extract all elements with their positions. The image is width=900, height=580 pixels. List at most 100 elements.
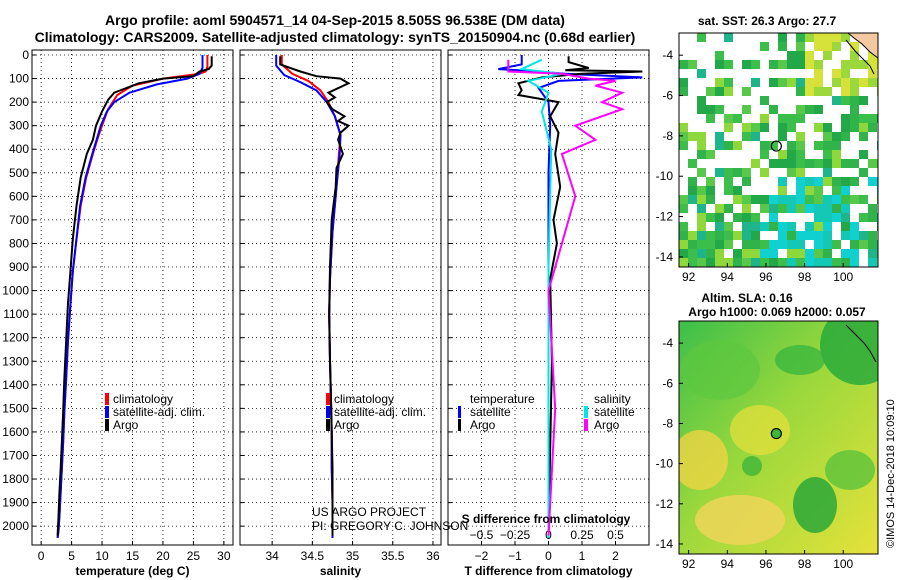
map-y-tick-label: -8 <box>662 416 673 430</box>
sst-pixel <box>742 249 751 258</box>
sst-pixel <box>733 231 742 240</box>
map-y-tick-label: -14 <box>656 250 674 264</box>
x-tick-label: 20 <box>156 549 170 563</box>
sst-pixel <box>859 195 868 204</box>
sst-pixel <box>796 114 805 123</box>
sla-blob <box>742 456 762 476</box>
sst-pixel <box>850 87 859 96</box>
sla-blob <box>775 345 825 375</box>
sst-pixel <box>697 141 706 150</box>
sst-pixel <box>823 132 832 141</box>
sst-pixel <box>769 105 778 114</box>
sla-coast-line <box>845 324 877 363</box>
sst-pixel <box>850 78 859 87</box>
sst-pixel <box>760 141 769 150</box>
sst-pixel <box>778 42 787 51</box>
sst-pixel <box>724 33 733 42</box>
sla-field <box>679 321 878 554</box>
sst-pixel <box>688 177 697 186</box>
sst-pixel <box>715 168 724 177</box>
sst-pixel <box>796 78 805 87</box>
sst-pixel <box>715 78 724 87</box>
sst-pixel <box>760 240 769 249</box>
sst-pixel <box>733 195 742 204</box>
legend-swatch-sal-argo <box>584 419 588 431</box>
sst-pixel <box>751 60 760 69</box>
sst-pixel <box>679 231 688 240</box>
sst-pixel <box>796 87 805 96</box>
sst-pixel <box>679 249 688 258</box>
sst-pixel <box>841 204 850 213</box>
sst-pixel <box>814 249 823 258</box>
sst-pixel <box>859 213 868 222</box>
sst-pixel <box>850 123 859 132</box>
sst-pixel <box>823 33 832 42</box>
copyright-note: ©IMOS 14-Dec-2018 10:09:10 <box>885 399 897 548</box>
sst-pixel <box>706 231 715 240</box>
sst-pixel <box>859 231 868 240</box>
sst-pixel <box>697 249 706 258</box>
sst-pixel <box>859 78 868 87</box>
sst-pixel <box>796 249 805 258</box>
sst-pixel <box>814 78 823 87</box>
y-tick-label: 800 <box>9 236 29 250</box>
header-line-1: Argo profile: aoml 5904571_14 04-Sep-201… <box>105 12 565 28</box>
series-line-argo <box>279 56 351 536</box>
sst-pixel <box>688 186 697 195</box>
sst-pixel <box>742 168 751 177</box>
sst-pixel <box>724 240 733 249</box>
sst-pixel <box>688 240 697 249</box>
sst-pixel <box>832 177 841 186</box>
legend-label-satellite: satellite-adj. clim. <box>113 405 205 419</box>
sst-pixel <box>679 87 688 96</box>
sst-pixel <box>715 141 724 150</box>
legend-label-sal-satellite: satellite <box>594 405 635 419</box>
sst-pixel <box>742 204 751 213</box>
sst-pixel <box>706 213 715 222</box>
map-x-tick-label: 98 <box>798 270 812 284</box>
sst-pixel <box>841 213 850 222</box>
sst-pixel <box>832 204 841 213</box>
sst-pixel <box>733 186 742 195</box>
map-y-tick-label: -10 <box>656 169 674 183</box>
sst-pixel <box>769 249 778 258</box>
sst-pixel <box>823 150 832 159</box>
y-tick-label: 1000 <box>2 284 29 298</box>
sst-pixel <box>688 258 697 267</box>
sst-pixel <box>859 123 868 132</box>
sst-pixel <box>724 258 733 267</box>
x-tick-label: 0 <box>545 549 552 563</box>
sst-pixel <box>733 114 742 123</box>
sst-pixel <box>850 159 859 168</box>
sst-pixel <box>724 222 733 231</box>
sst-pixel <box>787 114 796 123</box>
sst-pixel <box>679 78 688 87</box>
sst-pixel <box>796 231 805 240</box>
sst-pixel <box>868 114 877 123</box>
y-tick-label: 1500 <box>2 401 29 415</box>
sst-pixel <box>796 141 805 150</box>
sst-pixel <box>832 42 841 51</box>
legend-label-climatology: climatology <box>334 392 394 406</box>
sst-pixel <box>823 123 832 132</box>
sst-pixel <box>742 222 751 231</box>
x-tick-label: 35.5 <box>381 549 405 563</box>
x-top-tick-label: −0.25 <box>500 528 531 542</box>
sst-pixel <box>868 78 877 87</box>
x-tick-label: −2 <box>475 549 489 563</box>
sst-pixel <box>742 105 751 114</box>
sst-pixel <box>706 87 715 96</box>
sst-pixel <box>778 195 787 204</box>
sst-pixel <box>814 258 823 267</box>
sst-pixel <box>823 249 832 258</box>
sst-pixel <box>733 141 742 150</box>
sst-pixel <box>841 60 850 69</box>
sst-pixel <box>850 222 859 231</box>
sla-map: Altim. SLA: 0.16 Argo h1000: 0.069 h2000… <box>656 291 879 571</box>
project-annotation: US ARGO PROJECT <box>312 505 427 519</box>
sst-pixel <box>850 60 859 69</box>
sst-pixel <box>697 69 706 78</box>
sst-pixel <box>805 222 814 231</box>
sst-pixel <box>778 222 787 231</box>
